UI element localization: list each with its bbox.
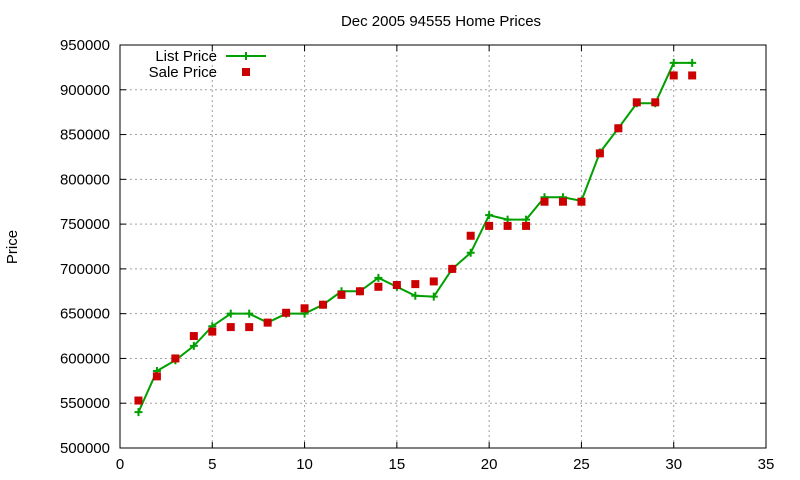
grid bbox=[120, 45, 766, 448]
sale-price-point bbox=[411, 280, 420, 289]
sale-price-point bbox=[208, 327, 217, 336]
sale-price-point bbox=[226, 323, 235, 332]
sale-price-point bbox=[152, 372, 161, 381]
y-tick-label: 650000 bbox=[60, 306, 110, 323]
legend-label: List Price bbox=[155, 48, 217, 65]
y-tick-label: 500000 bbox=[60, 440, 110, 457]
sale-price-point bbox=[688, 71, 697, 80]
x-tick-label: 30 bbox=[665, 456, 682, 473]
y-axis-label: Price bbox=[4, 230, 21, 264]
list-price-line bbox=[137, 61, 693, 413]
sale-price-point bbox=[595, 149, 604, 158]
y-tick-label: 600000 bbox=[60, 350, 110, 367]
sale-price-point bbox=[245, 323, 254, 332]
sale-price-point bbox=[392, 281, 401, 290]
series-layer bbox=[134, 58, 697, 417]
sale-price-point bbox=[485, 221, 494, 230]
sale-price-point bbox=[300, 304, 309, 313]
list-price-point bbox=[189, 341, 198, 350]
list-price-point bbox=[245, 309, 254, 318]
legend-square-marker bbox=[242, 68, 250, 76]
series-0 bbox=[134, 58, 697, 417]
list-price-point bbox=[466, 248, 475, 257]
plot-frame bbox=[119, 44, 767, 449]
sale-price-point bbox=[319, 300, 328, 309]
sale-price-point bbox=[134, 396, 143, 405]
sale-price-point bbox=[522, 221, 531, 230]
sale-price-point bbox=[189, 332, 198, 341]
sale-price-point bbox=[558, 197, 567, 206]
sale-price-point bbox=[466, 231, 475, 240]
sale-price-point bbox=[448, 264, 457, 273]
x-tick-label: 0 bbox=[116, 456, 124, 473]
sale-price-point bbox=[171, 354, 180, 363]
y-tick-label: 900000 bbox=[60, 82, 110, 99]
x-tick-label: 5 bbox=[208, 456, 216, 473]
sale-price-point bbox=[503, 221, 512, 230]
sale-price-point bbox=[263, 318, 272, 327]
x-tick-label: 35 bbox=[758, 456, 775, 473]
legend-plus-marker bbox=[242, 52, 250, 60]
sale-price-point bbox=[651, 98, 660, 107]
sale-price-point bbox=[669, 71, 678, 80]
sale-price-point bbox=[355, 287, 364, 296]
list-price-point bbox=[429, 292, 438, 301]
list-price-point bbox=[226, 309, 235, 318]
sale-price-point bbox=[337, 290, 346, 299]
list-price-point bbox=[688, 58, 697, 67]
series-1 bbox=[134, 71, 697, 405]
x-tick-label: 15 bbox=[389, 456, 406, 473]
y-tick-label: 700000 bbox=[60, 261, 110, 278]
sale-price-point bbox=[632, 98, 641, 107]
sale-price-point bbox=[540, 197, 549, 206]
list-price-point bbox=[134, 408, 143, 417]
y-tick-label: 800000 bbox=[60, 171, 110, 188]
sale-price-point bbox=[429, 277, 438, 286]
y-tick-label: 850000 bbox=[60, 127, 110, 144]
x-tick-label: 20 bbox=[481, 456, 498, 473]
legend-label: Sale Price bbox=[149, 64, 217, 81]
list-price-point bbox=[485, 211, 494, 220]
x-tick-label: 25 bbox=[573, 456, 590, 473]
y-tick-label: 550000 bbox=[60, 395, 110, 412]
x-tick-label: 10 bbox=[296, 456, 313, 473]
y-tick-label: 950000 bbox=[60, 37, 110, 54]
list-price-point bbox=[411, 291, 420, 300]
axes: 0 5 10 15 20 25 30 35 500000 550000 600000 650000 70… bbox=[60, 37, 774, 473]
sale-price-point bbox=[614, 124, 623, 133]
y-tick-label: 750000 bbox=[60, 216, 110, 233]
sale-price-point bbox=[282, 308, 291, 317]
chart-title: Dec 2005 94555 Home Prices bbox=[341, 13, 541, 30]
sale-price-point bbox=[374, 282, 383, 291]
sale-price-point bbox=[577, 197, 586, 206]
list-price-point bbox=[669, 58, 678, 67]
list-price-point bbox=[374, 273, 383, 282]
